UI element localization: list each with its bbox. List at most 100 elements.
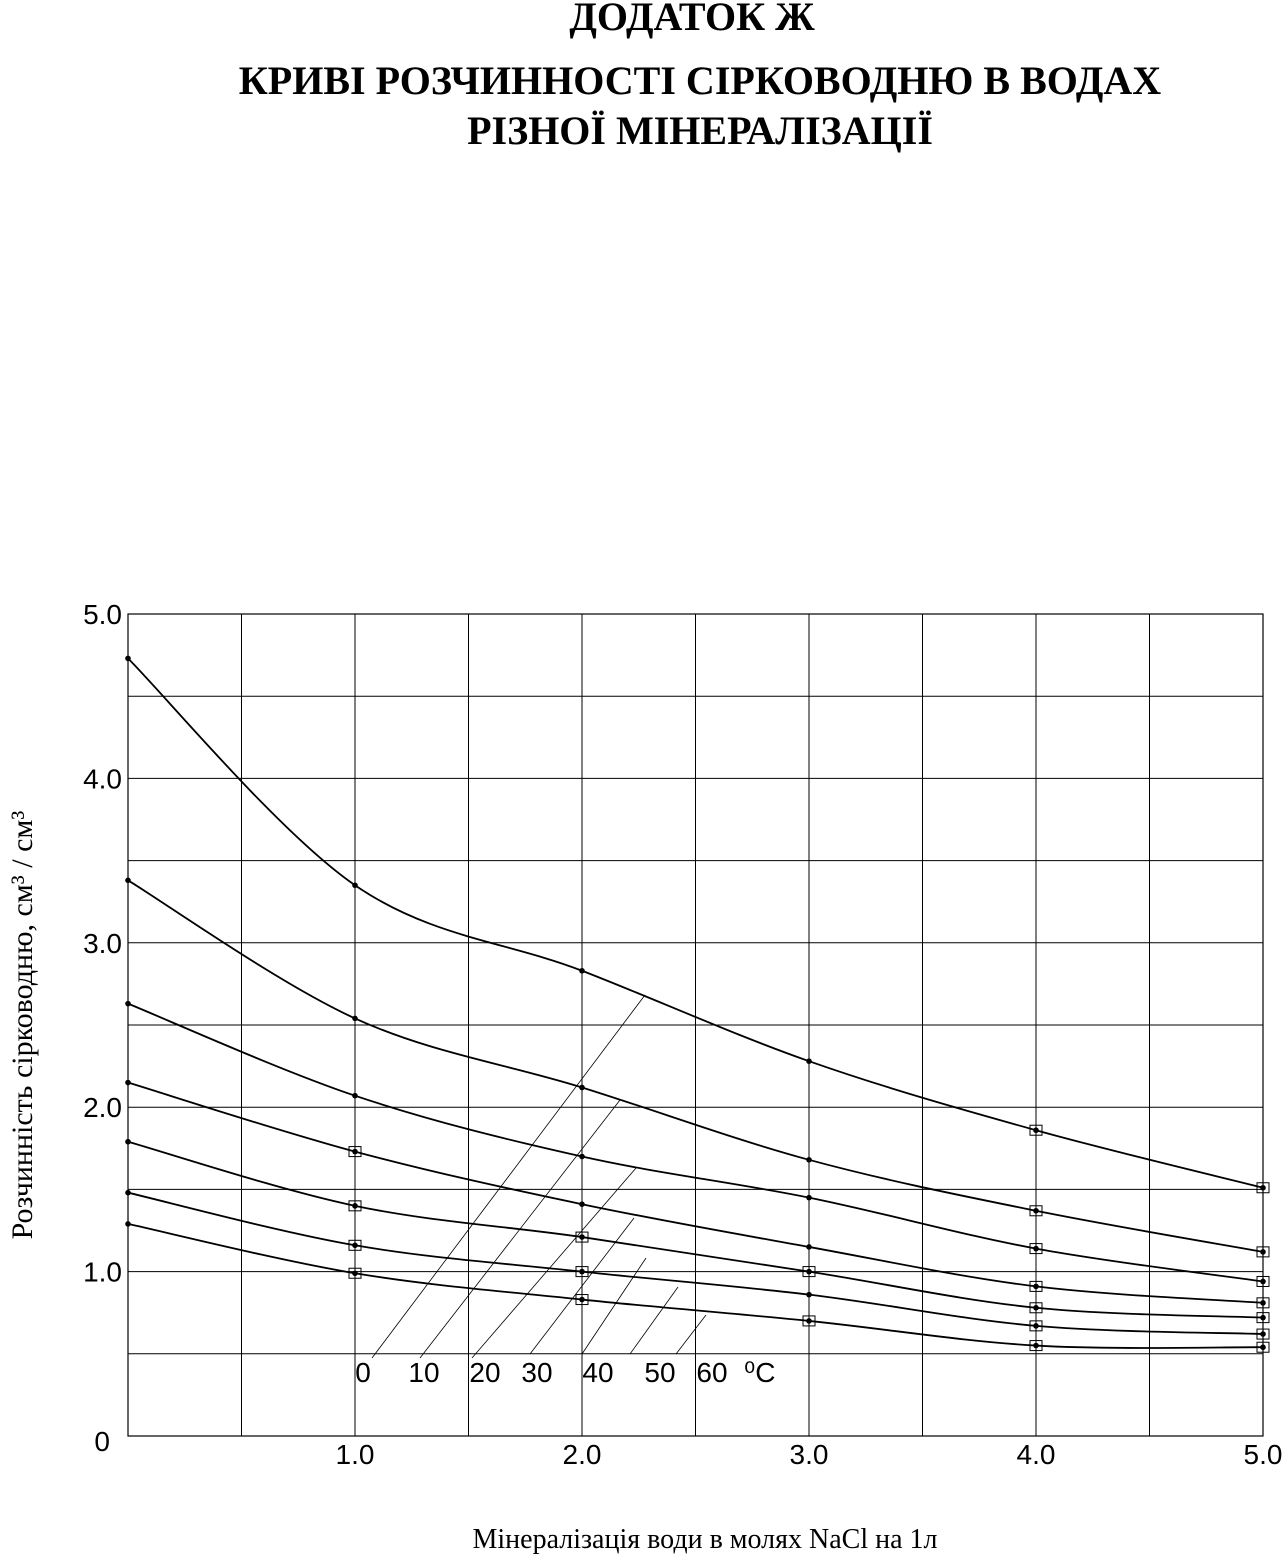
series-line [127, 879, 1264, 1253]
point-marker [806, 1318, 812, 1324]
x-tick-label: 3.0 [790, 1439, 829, 1470]
series-line [127, 1223, 1264, 1349]
chart-title: РІЗНОЇ МІНЕРАЛІЗАЦІЇ [467, 108, 933, 153]
point-marker [352, 1092, 358, 1099]
chart-title: КРИВІ РОЗЧИННОСТІ СІРКОВОДНЮ В ВОДАХ [239, 58, 1161, 103]
square-marker [1029, 1124, 1043, 1136]
point-marker [579, 1268, 585, 1275]
point-marker [352, 1015, 358, 1022]
square-marker [575, 1294, 589, 1306]
series-label: 30 [521, 1357, 552, 1388]
series-label: 50 [644, 1357, 675, 1388]
square-marker [1029, 1302, 1043, 1314]
point-marker [806, 1268, 812, 1275]
point-marker [1033, 1304, 1039, 1311]
point-marker [579, 1201, 585, 1207]
square-marker [575, 1231, 589, 1243]
square-marker [1256, 1275, 1270, 1287]
series-line [127, 1081, 1264, 1304]
point-marker [352, 1242, 358, 1249]
x-axis-label: Мінералізація води в молях NaCl на 1л [472, 1524, 937, 1555]
point-marker [125, 877, 131, 884]
series-line [127, 1002, 1264, 1283]
series-label: 60 [696, 1357, 727, 1388]
point-marker [806, 1194, 812, 1201]
point-marker [579, 967, 585, 974]
point-marker [125, 1000, 131, 1007]
leader-line [529, 1217, 635, 1355]
point-marker [352, 1270, 358, 1277]
x-tick-label: 2.0 [563, 1439, 602, 1470]
square-marker [1256, 1312, 1270, 1324]
y-tick-label: 3.0 [83, 928, 122, 959]
y-tick-label: 5.0 [83, 599, 122, 630]
square-marker [575, 1266, 589, 1278]
point-marker [806, 1157, 812, 1163]
leader-line [629, 1286, 679, 1355]
series-line [127, 657, 1264, 1189]
point-marker [1260, 1344, 1266, 1351]
point-marker [352, 1148, 358, 1155]
point-marker [579, 1153, 585, 1160]
point-marker [579, 1296, 585, 1303]
point-marker [1260, 1331, 1266, 1337]
point-marker [1033, 1283, 1039, 1290]
square-marker [1256, 1341, 1270, 1353]
square-marker [348, 1200, 362, 1212]
square-marker [1029, 1280, 1043, 1292]
heading: ДОДАТОК Ж [569, 0, 815, 39]
series-line [127, 1191, 1264, 1335]
y-tick-label: 0 [94, 1426, 110, 1457]
x-tick-label: 5.0 [1244, 1439, 1282, 1470]
square-marker [802, 1266, 816, 1278]
point-marker [125, 1189, 131, 1196]
square-marker [348, 1239, 362, 1251]
square-marker [1256, 1328, 1270, 1340]
point-marker [806, 1058, 812, 1064]
leader-line [471, 1167, 637, 1359]
point-marker [1033, 1127, 1039, 1134]
point-marker [1260, 1278, 1266, 1285]
point-marker [125, 655, 131, 662]
series-line [127, 1140, 1264, 1319]
x-tick-label: 1.0 [336, 1439, 375, 1470]
square-marker [348, 1267, 362, 1279]
series-label: 0 [355, 1357, 371, 1388]
point-marker [1260, 1300, 1266, 1306]
point-marker [352, 882, 358, 889]
square-marker [1029, 1243, 1043, 1255]
point-marker [1033, 1323, 1039, 1329]
point-marker [1033, 1245, 1039, 1252]
y-tick-label: 2.0 [83, 1092, 122, 1123]
square-marker [802, 1315, 816, 1327]
series-label: 10 [408, 1357, 439, 1388]
square-marker [1029, 1320, 1043, 1332]
y-tick-label: 1.0 [83, 1257, 122, 1288]
square-marker [1029, 1205, 1043, 1217]
point-marker [1260, 1314, 1266, 1321]
leader-line [581, 1257, 647, 1355]
series-label: 20 [469, 1357, 500, 1388]
point-marker [806, 1244, 812, 1250]
temperature-unit: ⁰C [744, 1357, 775, 1388]
square-marker [348, 1146, 362, 1158]
square-marker [1256, 1297, 1270, 1309]
x-tick-label: 4.0 [1017, 1439, 1056, 1470]
point-marker [806, 1291, 812, 1298]
point-marker [1260, 1184, 1266, 1191]
point-marker [125, 1079, 131, 1086]
square-marker [1256, 1182, 1270, 1194]
y-tick-label: 4.0 [83, 763, 122, 794]
point-marker [579, 1084, 585, 1091]
series-label: 40 [582, 1357, 613, 1388]
point-marker [125, 1138, 131, 1145]
point-marker [1260, 1249, 1266, 1255]
y-axis-label: Розчинність сірководню, см³ / см³ [6, 811, 39, 1240]
point-marker [1033, 1207, 1039, 1214]
leader-line [371, 994, 646, 1359]
leader-line [675, 1314, 707, 1355]
point-marker [352, 1203, 358, 1209]
point-marker [579, 1234, 585, 1240]
